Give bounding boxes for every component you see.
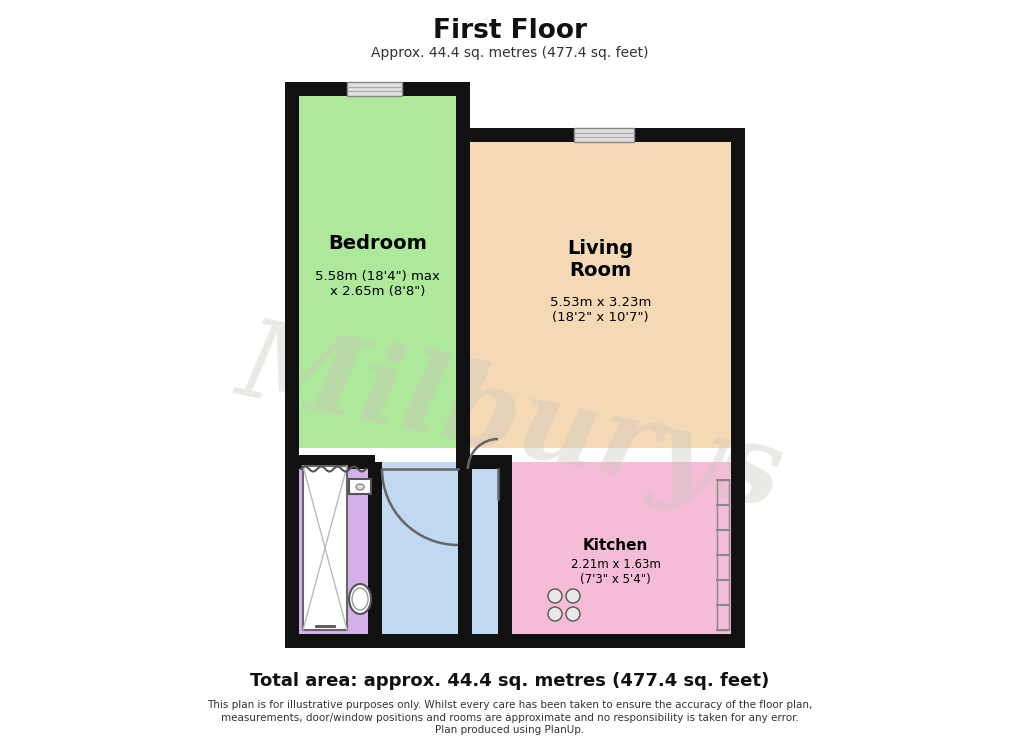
- Bar: [299, 82, 463, 448]
- Bar: [455, 455, 512, 469]
- Bar: [284, 82, 470, 96]
- Text: First Floor: First Floor: [433, 18, 586, 44]
- Bar: [716, 480, 729, 630]
- Bar: [368, 462, 382, 648]
- Bar: [455, 82, 470, 142]
- Bar: [284, 634, 744, 648]
- Text: Plan produced using PlanUp.: Plan produced using PlanUp.: [435, 725, 584, 735]
- Bar: [303, 466, 346, 630]
- Text: Milburys: Milburys: [228, 310, 791, 531]
- Text: Bedroom: Bedroom: [328, 234, 427, 253]
- Bar: [465, 455, 470, 469]
- Bar: [284, 455, 375, 469]
- Bar: [348, 479, 371, 494]
- Bar: [346, 82, 401, 96]
- Circle shape: [566, 589, 580, 603]
- Bar: [574, 128, 634, 142]
- Bar: [472, 462, 497, 634]
- Circle shape: [566, 607, 580, 621]
- Bar: [455, 128, 744, 142]
- Bar: [512, 462, 731, 634]
- Bar: [458, 634, 512, 648]
- Text: 2.21m x 1.63m
(7'3" x 5'4"): 2.21m x 1.63m (7'3" x 5'4"): [570, 558, 659, 586]
- Bar: [382, 462, 465, 634]
- Bar: [731, 128, 744, 648]
- Bar: [299, 462, 375, 634]
- Ellipse shape: [356, 484, 364, 490]
- Bar: [497, 462, 512, 648]
- Bar: [458, 462, 472, 648]
- Text: Kitchen: Kitchen: [582, 537, 647, 553]
- Circle shape: [547, 607, 561, 621]
- Bar: [455, 82, 470, 462]
- Text: Living
Room: Living Room: [567, 239, 633, 281]
- Text: Total area: approx. 44.4 sq. metres (477.4 sq. feet): Total area: approx. 44.4 sq. metres (477…: [250, 672, 769, 690]
- Text: 5.58m (18'4") max
x 2.65m (8'8"): 5.58m (18'4") max x 2.65m (8'8"): [315, 270, 439, 298]
- Bar: [284, 82, 299, 648]
- Text: 5.53m x 3.23m
(18'2" x 10'7"): 5.53m x 3.23m (18'2" x 10'7"): [549, 296, 650, 324]
- Text: Approx. 44.4 sq. metres (477.4 sq. feet): Approx. 44.4 sq. metres (477.4 sq. feet): [371, 46, 648, 60]
- Text: measurements, door/window positions and rooms are approximate and no responsibil: measurements, door/window positions and …: [221, 713, 798, 723]
- Text: This plan is for illustrative purposes only. Whilst every care has been taken to: This plan is for illustrative purposes o…: [207, 700, 812, 710]
- Ellipse shape: [348, 584, 371, 614]
- Ellipse shape: [352, 588, 368, 610]
- Circle shape: [547, 589, 561, 603]
- Bar: [470, 128, 731, 448]
